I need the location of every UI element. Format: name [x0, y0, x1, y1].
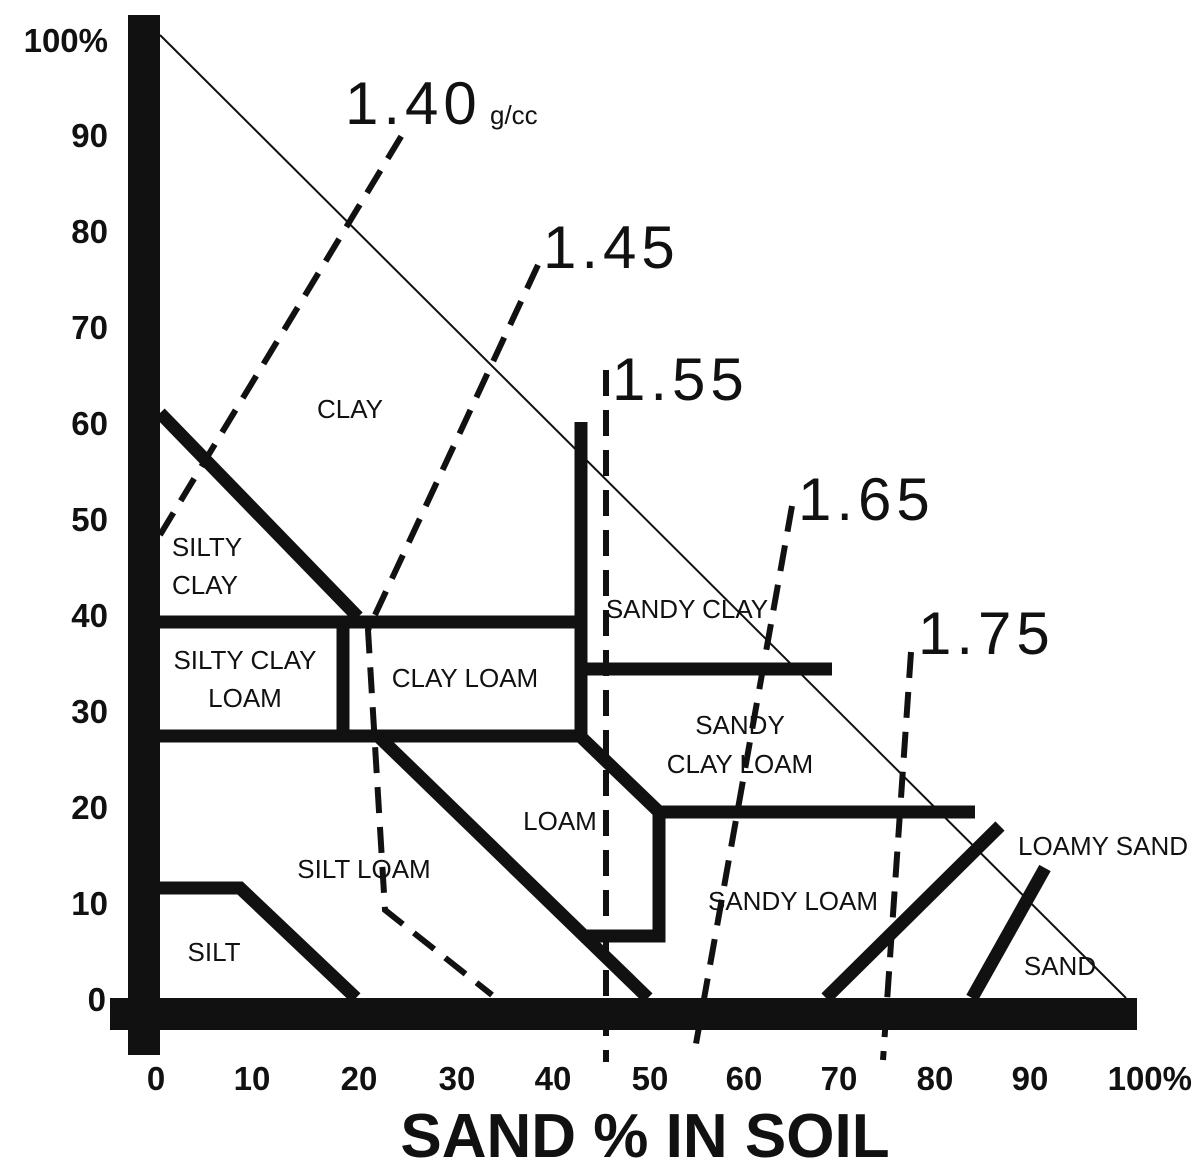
x-tick-10: 10	[234, 1060, 271, 1097]
clay-lower-boundary	[155, 408, 363, 622]
x-tick-100: 100%	[1108, 1060, 1192, 1097]
density-label-165: 1.65	[798, 466, 935, 533]
label-silty-clay-loam-2: LOAM	[208, 683, 282, 713]
y-tick-80: 80	[71, 213, 108, 250]
y-tick-30: 30	[71, 693, 108, 730]
label-silt: SILT	[188, 937, 241, 967]
y-tick-60: 60	[71, 405, 108, 442]
x-tick-40: 40	[535, 1060, 572, 1097]
label-sandy-clay-loam-2: CLAY LOAM	[667, 749, 813, 779]
y-tick-90: 90	[71, 117, 108, 154]
silt-boundary	[160, 881, 361, 1003]
y-tick-70: 70	[71, 309, 108, 346]
density-label-145: 1.45	[543, 214, 680, 281]
x-tick-0: 0	[147, 1060, 165, 1097]
x-tick-20: 20	[341, 1060, 378, 1097]
density-lines	[157, 133, 914, 1062]
y-tick-10: 10	[71, 885, 108, 922]
y-tick-20: 20	[71, 789, 108, 826]
density-line-140	[157, 133, 405, 537]
region-labels: CLAY SILTY CLAY SILTY CLAY LOAM CLAY LOA…	[172, 394, 1188, 981]
x-axis-ticks: 0 10 20 30 40 50 60 70 80 90 100%	[147, 1060, 1192, 1097]
sand-boundary	[966, 864, 1051, 1002]
density-line-175	[880, 651, 914, 1061]
label-sandy-clay: SANDY CLAY	[606, 594, 768, 624]
x-tick-60: 60	[726, 1060, 763, 1097]
density-label-140: 1.40	[345, 70, 482, 137]
y-tick-40: 40	[71, 597, 108, 634]
x-axis-bar	[110, 998, 1137, 1030]
density-line-165	[691, 505, 795, 1056]
label-silty-clay-2: CLAY	[172, 570, 238, 600]
label-clay-loam: CLAY LOAM	[392, 663, 538, 693]
loamy-sand-boundary	[821, 821, 1005, 1003]
label-sand: SAND	[1024, 951, 1096, 981]
loam-sandy-clay-loam-boundary	[575, 731, 666, 943]
y-tick-100: 100%	[24, 22, 108, 59]
y-axis-ticks: 100% 90 80 70 60 50 40 30 20 10 0	[24, 22, 108, 1018]
label-silty-clay-1: SILTY	[172, 532, 242, 562]
x-tick-90: 90	[1012, 1060, 1049, 1097]
hypotenuse-line	[159, 34, 1127, 999]
label-silt-loam: SILT LOAM	[297, 854, 430, 884]
x-axis-title: SAND % IN SOIL	[400, 1102, 889, 1164]
label-sandy-loam: SANDY LOAM	[708, 886, 878, 916]
density-line-145	[364, 263, 541, 998]
x-tick-30: 30	[439, 1060, 476, 1097]
y-axis-bar	[128, 15, 160, 1055]
x-tick-70: 70	[821, 1060, 858, 1097]
label-clay: CLAY	[317, 394, 383, 424]
density-label-175: 1.75	[918, 600, 1055, 667]
density-label-155: 1.55	[612, 346, 749, 413]
x-tick-50: 50	[632, 1060, 669, 1097]
density-labels: 1.40 g/cc 1.45 1.55 1.65 1.75	[345, 70, 1055, 667]
x-tick-80: 80	[917, 1060, 954, 1097]
y-tick-50: 50	[71, 501, 108, 538]
density-unit-label: g/cc	[490, 100, 538, 130]
y-tick-0: 0	[88, 981, 106, 1018]
label-silty-clay-loam-1: SILTY CLAY	[173, 645, 316, 675]
label-sandy-clay-loam-1: SANDY	[695, 710, 785, 740]
label-loamy-sand: LOAMY SAND	[1018, 831, 1188, 861]
label-loam: LOAM	[523, 806, 597, 836]
